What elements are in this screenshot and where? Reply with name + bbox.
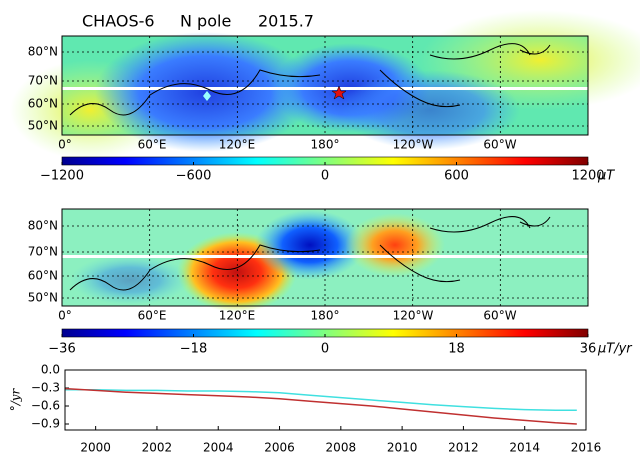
colorbar-unit: μT/yr bbox=[597, 342, 633, 357]
x-tick-label: 2004 bbox=[203, 441, 234, 455]
lon-label: 60°W bbox=[483, 309, 516, 323]
map-frame bbox=[61, 35, 589, 136]
colorbar-tick-label: 0 bbox=[321, 169, 329, 184]
colorbar-tick-label: 18 bbox=[448, 342, 465, 357]
lon-label: 180° bbox=[311, 138, 340, 152]
lon-label: 180° bbox=[311, 309, 340, 323]
lon-label: 60°E bbox=[138, 309, 167, 323]
lon-label: 0° bbox=[58, 138, 72, 152]
x-tick-label: 2014 bbox=[509, 441, 540, 455]
colorbar-tick-label: −36 bbox=[48, 342, 75, 357]
map-frame bbox=[61, 208, 589, 307]
lon-label: 120°W bbox=[393, 309, 434, 323]
colorbar-unit: μT bbox=[597, 169, 615, 184]
epoch-title: 2015.7 bbox=[258, 12, 314, 31]
lat-label: 70°N bbox=[28, 245, 58, 259]
y-tick-label: −0.3 bbox=[31, 381, 60, 395]
series-line bbox=[65, 389, 577, 411]
y-tick-label: −0.6 bbox=[31, 399, 60, 413]
colorbar-tick-label: −18 bbox=[180, 342, 207, 357]
y-tick-label: −0.9 bbox=[31, 417, 60, 431]
x-tick-label: 2002 bbox=[142, 441, 173, 455]
x-tick-label: 2016 bbox=[571, 441, 602, 455]
lon-label: 60°W bbox=[483, 138, 516, 152]
model-title: CHAOS-6 bbox=[82, 12, 155, 31]
lat-label: 60°N bbox=[28, 97, 58, 111]
lat-label: 50°N bbox=[28, 119, 58, 133]
x-tick-label: 2010 bbox=[387, 441, 418, 455]
colorbar-tick-label: −1200 bbox=[40, 169, 84, 184]
lon-label: 120°E bbox=[219, 309, 256, 323]
region-title: N pole bbox=[180, 12, 231, 31]
x-tick-label: 2012 bbox=[448, 441, 479, 455]
y-axis-label: °/yr bbox=[9, 387, 23, 411]
x-tick-label: 2008 bbox=[326, 441, 357, 455]
series-line bbox=[64, 387, 577, 425]
lat-label: 80°N bbox=[28, 219, 58, 233]
colorbar-tick-label: 36 bbox=[580, 342, 597, 357]
y-tick-label: 0.0 bbox=[41, 363, 60, 377]
lat-label: 70°N bbox=[28, 74, 58, 88]
colorbar-tick-label: 600 bbox=[444, 169, 469, 184]
lat-label: 60°N bbox=[28, 269, 58, 283]
plot-frame bbox=[64, 369, 587, 431]
lat-label: 80°N bbox=[28, 45, 58, 59]
colorbar-tick-label: −600 bbox=[176, 169, 212, 184]
x-tick-label: 2006 bbox=[264, 441, 295, 455]
colorbar-tick-label: 1200 bbox=[571, 169, 604, 184]
lon-label: 60°E bbox=[138, 138, 167, 152]
x-tick-label: 2000 bbox=[80, 441, 111, 455]
lon-label: 120°W bbox=[393, 138, 434, 152]
lon-label: 120°E bbox=[219, 138, 256, 152]
colorbar-tick-label: 0 bbox=[321, 342, 329, 357]
lon-label: 0° bbox=[58, 309, 72, 323]
lat-label: 50°N bbox=[28, 291, 58, 305]
